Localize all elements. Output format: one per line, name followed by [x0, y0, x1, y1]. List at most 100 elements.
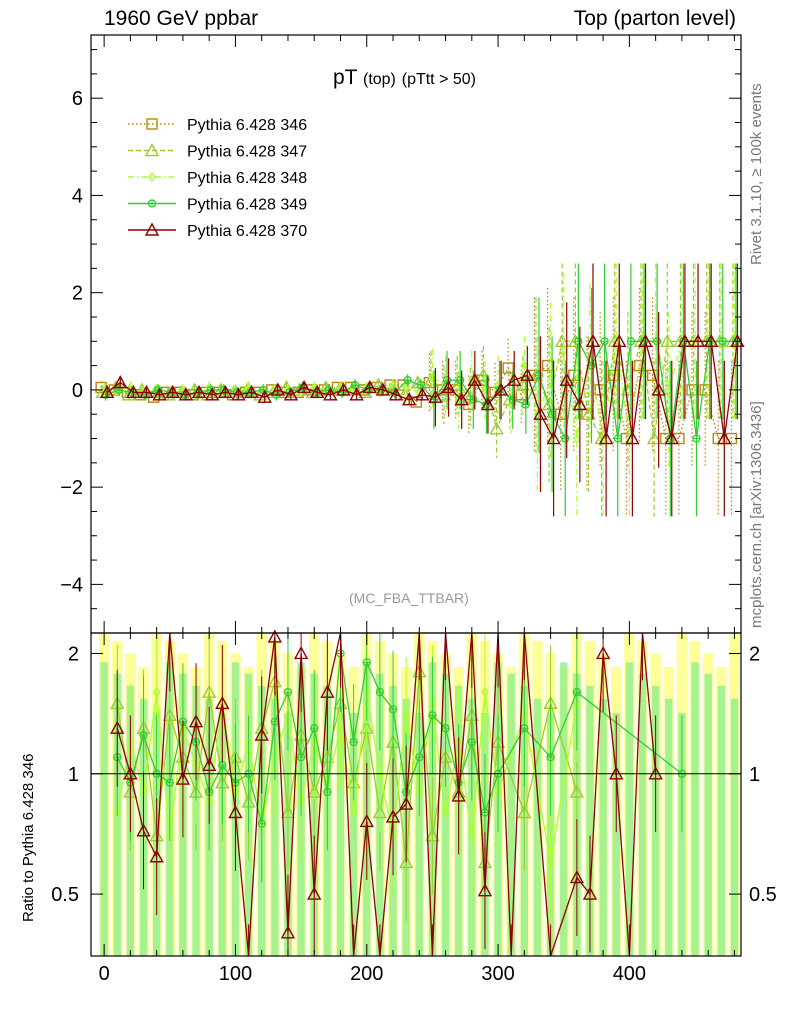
ratio-point [280, 805, 296, 819]
ratio-point [136, 823, 151, 837]
ratio-point [267, 629, 283, 643]
ratio-point [110, 720, 125, 734]
data-point [231, 387, 246, 401]
data-point [126, 384, 141, 399]
data-point [598, 431, 614, 445]
ratio-point [595, 645, 611, 660]
ratio-point [425, 828, 440, 842]
ratio-band-green [560, 662, 568, 956]
data-point [533, 406, 548, 420]
data-point [401, 392, 417, 406]
data-point [625, 431, 640, 445]
ratio-point [270, 717, 279, 726]
ratio-point [149, 849, 164, 863]
data-point [561, 434, 570, 443]
analysis-reference-label: (MC_FBA_TTBAR) [349, 590, 469, 606]
y-tick-label: 4 [72, 185, 83, 207]
ratio-point [296, 753, 306, 762]
data-point [664, 431, 679, 445]
data-point [402, 382, 410, 393]
data-point [257, 389, 272, 403]
ratio-point [520, 724, 529, 733]
data-point [310, 384, 325, 399]
data-point [476, 367, 491, 382]
data-point [336, 382, 351, 396]
data-point [350, 380, 360, 390]
ratio-line-3 [116, 632, 657, 957]
ratio-band-green [271, 698, 279, 956]
x-tick-label: 0 [99, 963, 110, 985]
ratio-point [293, 645, 309, 660]
data-point [717, 431, 732, 445]
data-point [139, 384, 154, 399]
data-point [388, 387, 404, 401]
data-point [428, 389, 443, 403]
data-point [403, 376, 412, 385]
data-point [638, 333, 653, 347]
data-point [652, 337, 662, 346]
ratio-y-tick-label: 2 [68, 643, 79, 665]
data-point [489, 421, 504, 435]
rivet-version-label: Rivet 3.1.10, ≥ 100k events [748, 83, 765, 265]
data-point [165, 384, 180, 399]
ratio-band-green [599, 698, 607, 956]
ratio-point [175, 771, 191, 785]
data-point [692, 434, 701, 443]
legend-label: Pythia 6.428 349 [187, 197, 307, 214]
y-tick-label: 0 [72, 380, 83, 402]
ratio-point [388, 705, 398, 714]
data-point [502, 362, 514, 374]
data-point [441, 380, 456, 394]
ratio-point [349, 737, 358, 747]
mcplots-source-label: mcplots.cern.ch [arXiv:1306.3436] [748, 401, 765, 628]
data-point [454, 392, 469, 406]
data-point [205, 387, 220, 401]
data-point [469, 395, 478, 404]
data-point [547, 410, 557, 419]
ratio-y-tick-label-right: 2 [749, 643, 760, 665]
y-tick-label: 2 [72, 283, 83, 305]
data-point [600, 337, 609, 346]
ratio-point [415, 753, 424, 762]
data-point [585, 333, 601, 347]
data-point [178, 387, 194, 401]
ratio-band-green [665, 698, 673, 956]
ratio-band-green [638, 673, 647, 956]
process-label: Top (parton level) [573, 7, 736, 30]
ratio-y-tick-label: 1 [68, 764, 79, 786]
data-point [691, 336, 699, 347]
ratio-point [280, 925, 296, 939]
ratio-point [113, 807, 122, 818]
data-point [546, 431, 561, 445]
data-point [520, 360, 529, 371]
ratio-point [441, 807, 450, 818]
data-point [660, 333, 675, 347]
data-point [397, 387, 412, 401]
ratio-point [398, 796, 414, 810]
y-tick-label: 6 [72, 88, 83, 110]
ratio-point [362, 658, 371, 667]
data-point [612, 336, 621, 347]
ratio-point [467, 830, 476, 841]
ratio-band-green [336, 698, 345, 956]
data-point [362, 380, 377, 394]
x-tick-label: 400 [613, 963, 646, 985]
ratio-band-green [704, 673, 712, 956]
data-point [573, 433, 581, 444]
ratio-point [376, 768, 384, 779]
ratio-band-green [691, 662, 699, 956]
ratio-band-green [100, 662, 108, 956]
ratio-point [336, 723, 345, 734]
x-tick-label: 100 [219, 963, 252, 985]
ratio-point [572, 688, 582, 697]
legend-marker [144, 222, 160, 236]
ratio-point [477, 883, 493, 897]
ratio-point [139, 730, 148, 740]
axes: −4 −2 0 2 4 6 0 100 200 300 400 0.5 0.5 1 1 2 2 [51, 34, 777, 985]
plot-title-main: pT [333, 66, 358, 89]
data-point [99, 384, 115, 399]
ratio-line-2 [116, 653, 683, 824]
ratio-point [428, 711, 437, 720]
data-point [467, 372, 482, 386]
data-point [646, 431, 662, 445]
